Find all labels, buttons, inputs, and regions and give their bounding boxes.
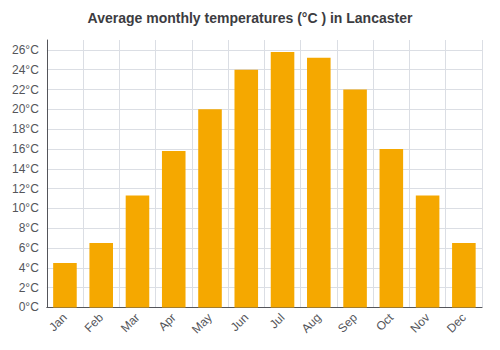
svg-text:Jul: Jul	[267, 311, 288, 332]
svg-text:16°C: 16°C	[12, 142, 39, 156]
svg-text:6°C: 6°C	[19, 241, 39, 255]
svg-text:Jan: Jan	[46, 311, 70, 335]
svg-text:2°C: 2°C	[19, 281, 39, 295]
svg-text:8°C: 8°C	[19, 221, 39, 235]
svg-text:Nov: Nov	[408, 311, 433, 336]
svg-text:0°C: 0°C	[19, 300, 39, 314]
svg-text:Mar: Mar	[118, 311, 143, 335]
svg-text:22°C: 22°C	[12, 83, 39, 97]
svg-text:10°C: 10°C	[12, 201, 39, 215]
svg-text:Apr: Apr	[156, 311, 179, 334]
svg-text:20°C: 20°C	[12, 102, 39, 116]
svg-text:24°C: 24°C	[12, 63, 39, 77]
svg-text:Sep: Sep	[335, 310, 360, 335]
svg-text:26°C: 26°C	[12, 43, 39, 57]
svg-text:May: May	[189, 311, 215, 337]
svg-text:14°C: 14°C	[12, 162, 39, 176]
svg-text:Oct: Oct	[373, 310, 397, 334]
svg-text:Average monthly temperatures (: Average monthly temperatures (°C ) in La…	[88, 10, 413, 26]
svg-text:Feb: Feb	[82, 310, 107, 335]
svg-text:Jun: Jun	[228, 311, 252, 335]
svg-text:12°C: 12°C	[12, 182, 39, 196]
svg-text:Dec: Dec	[444, 311, 469, 336]
svg-text:Aug: Aug	[299, 311, 324, 336]
svg-text:4°C: 4°C	[19, 261, 39, 275]
svg-text:18°C: 18°C	[12, 122, 39, 136]
